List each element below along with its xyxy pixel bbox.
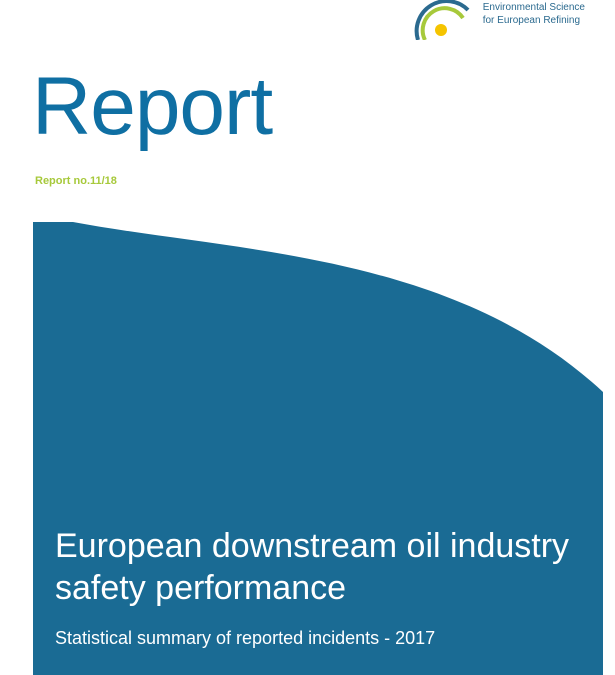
brand-logo-area: Environmental Science for European Refin…: [413, 0, 585, 40]
report-title: European downstream oil industry safety …: [55, 525, 575, 610]
document-type-heading: Report: [32, 60, 272, 154]
report-cover-page: Environmental Science for European Refin…: [0, 0, 615, 675]
report-number: Report no.11/18: [35, 175, 117, 187]
brand-tagline: Environmental Science for European Refin…: [483, 0, 585, 27]
cover-text-block: European downstream oil industry safety …: [55, 525, 575, 650]
report-subtitle: Statistical summary of reported incident…: [55, 626, 575, 650]
logo-arcs-icon: [413, 0, 473, 40]
tagline-line-1: Environmental Science: [483, 2, 585, 15]
tagline-line-2: for European Refining: [483, 15, 585, 28]
brand-logo-mark: [413, 0, 473, 40]
